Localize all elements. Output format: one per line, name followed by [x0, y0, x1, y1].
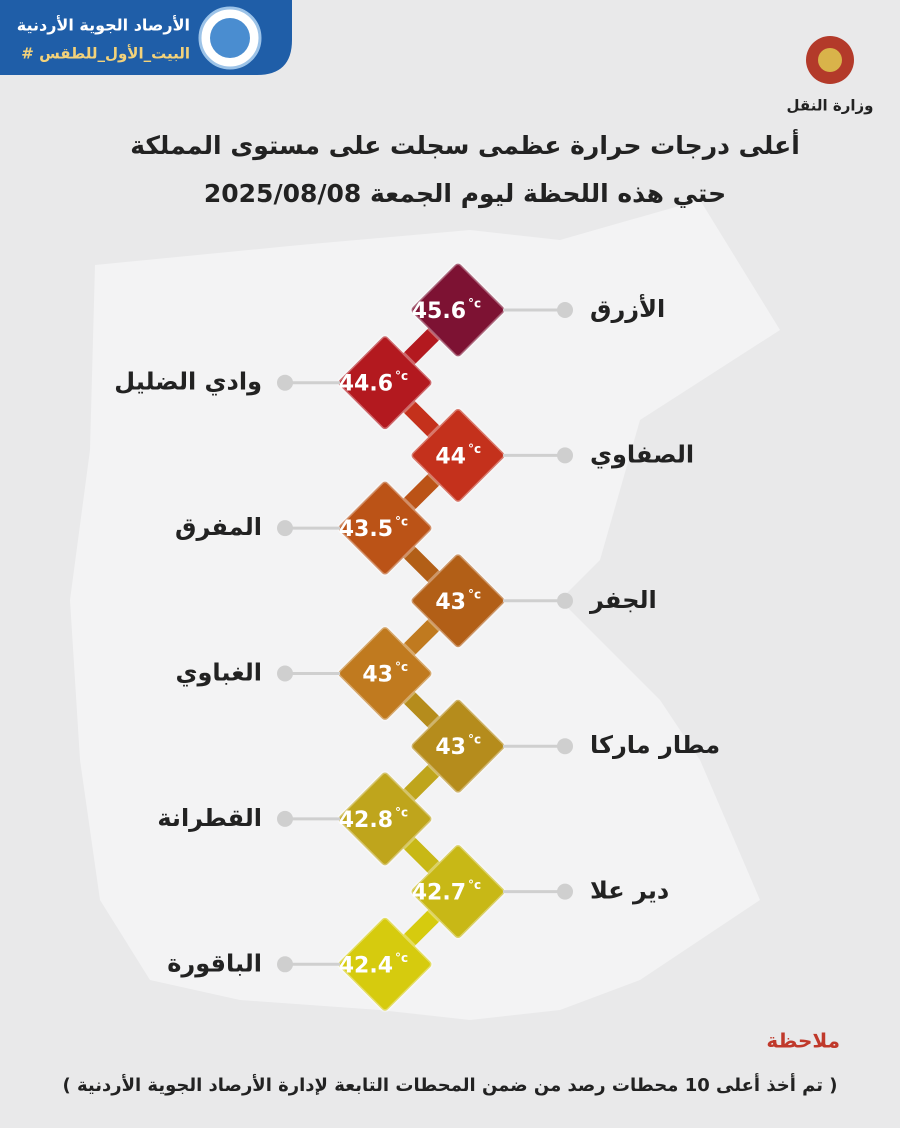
ministry-name: وزارة النقل: [787, 97, 874, 115]
diamond: [410, 262, 506, 358]
note-label: ملاحظة: [766, 1029, 840, 1053]
diamond: [337, 916, 433, 1013]
stations: 45.6 °c44.6 °c44 °c43.5 °c43 °c43 °c43 °c42.8 °c…: [114, 262, 720, 1013]
unit: °c: [468, 442, 481, 456]
temperature: 43: [362, 663, 393, 688]
station-name: المفرق: [175, 513, 262, 541]
temperature: 42.8: [339, 808, 393, 833]
temperature: 43: [435, 590, 466, 615]
station-name: الجفر: [589, 586, 657, 614]
station-name: دير علا: [590, 877, 669, 905]
emblem-inner: [818, 48, 842, 72]
leader-dot: [277, 520, 293, 537]
diamond: [410, 843, 506, 940]
leader-dot: [557, 592, 573, 609]
leader-dot: [277, 374, 293, 391]
unit: °c: [395, 515, 408, 529]
title-line-2: حتي هذه اللحظة ليوم الجمعة 2025/08/08: [204, 179, 726, 209]
org-name: الأرصاد الجوية الأردنية: [17, 16, 190, 35]
note-text: ( تم أخذ أعلى 10 محطات رصد من ضمن المحطا…: [62, 1073, 837, 1096]
station-name: الصفاوي: [590, 440, 694, 468]
org-logo-inner: [210, 18, 250, 58]
temperature: 43.5: [339, 517, 393, 542]
unit: °c: [468, 297, 481, 311]
station-name: الغباوي: [175, 659, 262, 687]
unit: °c: [468, 733, 481, 747]
temperature: 44: [435, 444, 466, 469]
station-name: الباقورة: [167, 949, 262, 977]
temperature: 43: [435, 735, 466, 760]
leader-dot: [277, 810, 293, 827]
diamond: [337, 334, 433, 431]
station-name: مطار ماركا: [590, 731, 720, 759]
unit: °c: [395, 369, 408, 383]
temperature: 42.7: [412, 881, 466, 906]
leader-dot: [557, 302, 573, 318]
temperature: 42.4: [339, 953, 393, 978]
temperature: 45.6: [412, 299, 466, 324]
unit: °c: [468, 878, 481, 892]
diamond: [337, 480, 433, 577]
diamond: [410, 698, 506, 795]
unit: °c: [395, 660, 408, 674]
leader-dot: [557, 883, 573, 900]
leader-dot: [277, 956, 293, 973]
station-name: الأزرق: [590, 294, 665, 323]
station-name: وادي الضليل: [114, 368, 262, 396]
unit: °c: [395, 805, 408, 819]
temperature: 44.6: [339, 372, 393, 397]
diamond: [337, 770, 433, 867]
diamond: [337, 625, 433, 722]
title-line-1: أعلى درجات حرارة عظمى سجلت على مستوى الم…: [130, 129, 800, 161]
leader-dot: [277, 665, 293, 682]
diamond: [410, 552, 506, 649]
leader-dot: [557, 738, 573, 755]
unit: °c: [468, 587, 481, 601]
unit: °c: [395, 951, 408, 965]
diamonds: 45.6 °c44.6 °c44 °c43.5 °c43 °c43 °c43 °c42.8 °c…: [337, 262, 506, 1013]
diamond: [410, 407, 506, 504]
station-name: القطرانة: [157, 804, 262, 832]
hashtag: # البيت_الأول_للطقس: [21, 45, 190, 63]
leader-dot: [557, 447, 573, 464]
